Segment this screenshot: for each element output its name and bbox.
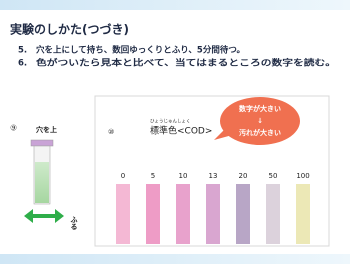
- step-number: 6.: [18, 59, 27, 69]
- swatch: [236, 184, 250, 244]
- callout-text: 汚れが大きい: [239, 128, 281, 137]
- tube-liquid: [35, 162, 49, 203]
- swatch-label: 50: [269, 172, 278, 180]
- swatch: [206, 184, 220, 244]
- swatch: [146, 184, 160, 244]
- marker: ⑨: [10, 124, 17, 133]
- callout-text: ↓: [257, 117, 263, 125]
- ruby: ひょうじゅんしょく: [150, 119, 191, 125]
- shake-label: ふる: [70, 216, 78, 231]
- swatch: [176, 184, 190, 244]
- swatch-label: 20: [239, 172, 248, 180]
- slide: 実験のしかた(つづき) 5. 穴を上にして持ち、数回ゆっくりとふり、5分間待つ。…: [0, 0, 350, 264]
- bottom-band: [0, 254, 350, 264]
- swatch: [296, 184, 310, 244]
- swatch-label: 0: [121, 172, 125, 180]
- marker: ⑩: [108, 128, 114, 136]
- tube-cap: [31, 140, 53, 146]
- panel-heading: 標準色<COD>: [150, 125, 212, 137]
- step-text: 穴を上にして持ち、数回ゆっくりとふり、5分間待つ。: [36, 45, 245, 56]
- step-number: 5.: [18, 46, 27, 56]
- swatch-label: 100: [296, 172, 309, 180]
- swatch: [116, 184, 130, 244]
- top-band: [0, 0, 350, 10]
- swatch-label: 13: [209, 172, 218, 180]
- swatch: [266, 184, 280, 244]
- page: 実験のしかた(つづき) 5. 穴を上にして持ち、数回ゆっくりとふり、5分間待つ。…: [0, 0, 350, 264]
- hole-label: 穴を上: [36, 125, 57, 134]
- step-text: 色がついたら見本と比べて、当てはまるところの数字を読む。: [36, 58, 336, 69]
- title: 実験のしかた(つづき): [10, 22, 129, 37]
- swatch-label: 10: [179, 172, 188, 180]
- callout-text: 数字が大きい: [239, 104, 281, 113]
- swatch-label: 5: [151, 172, 155, 180]
